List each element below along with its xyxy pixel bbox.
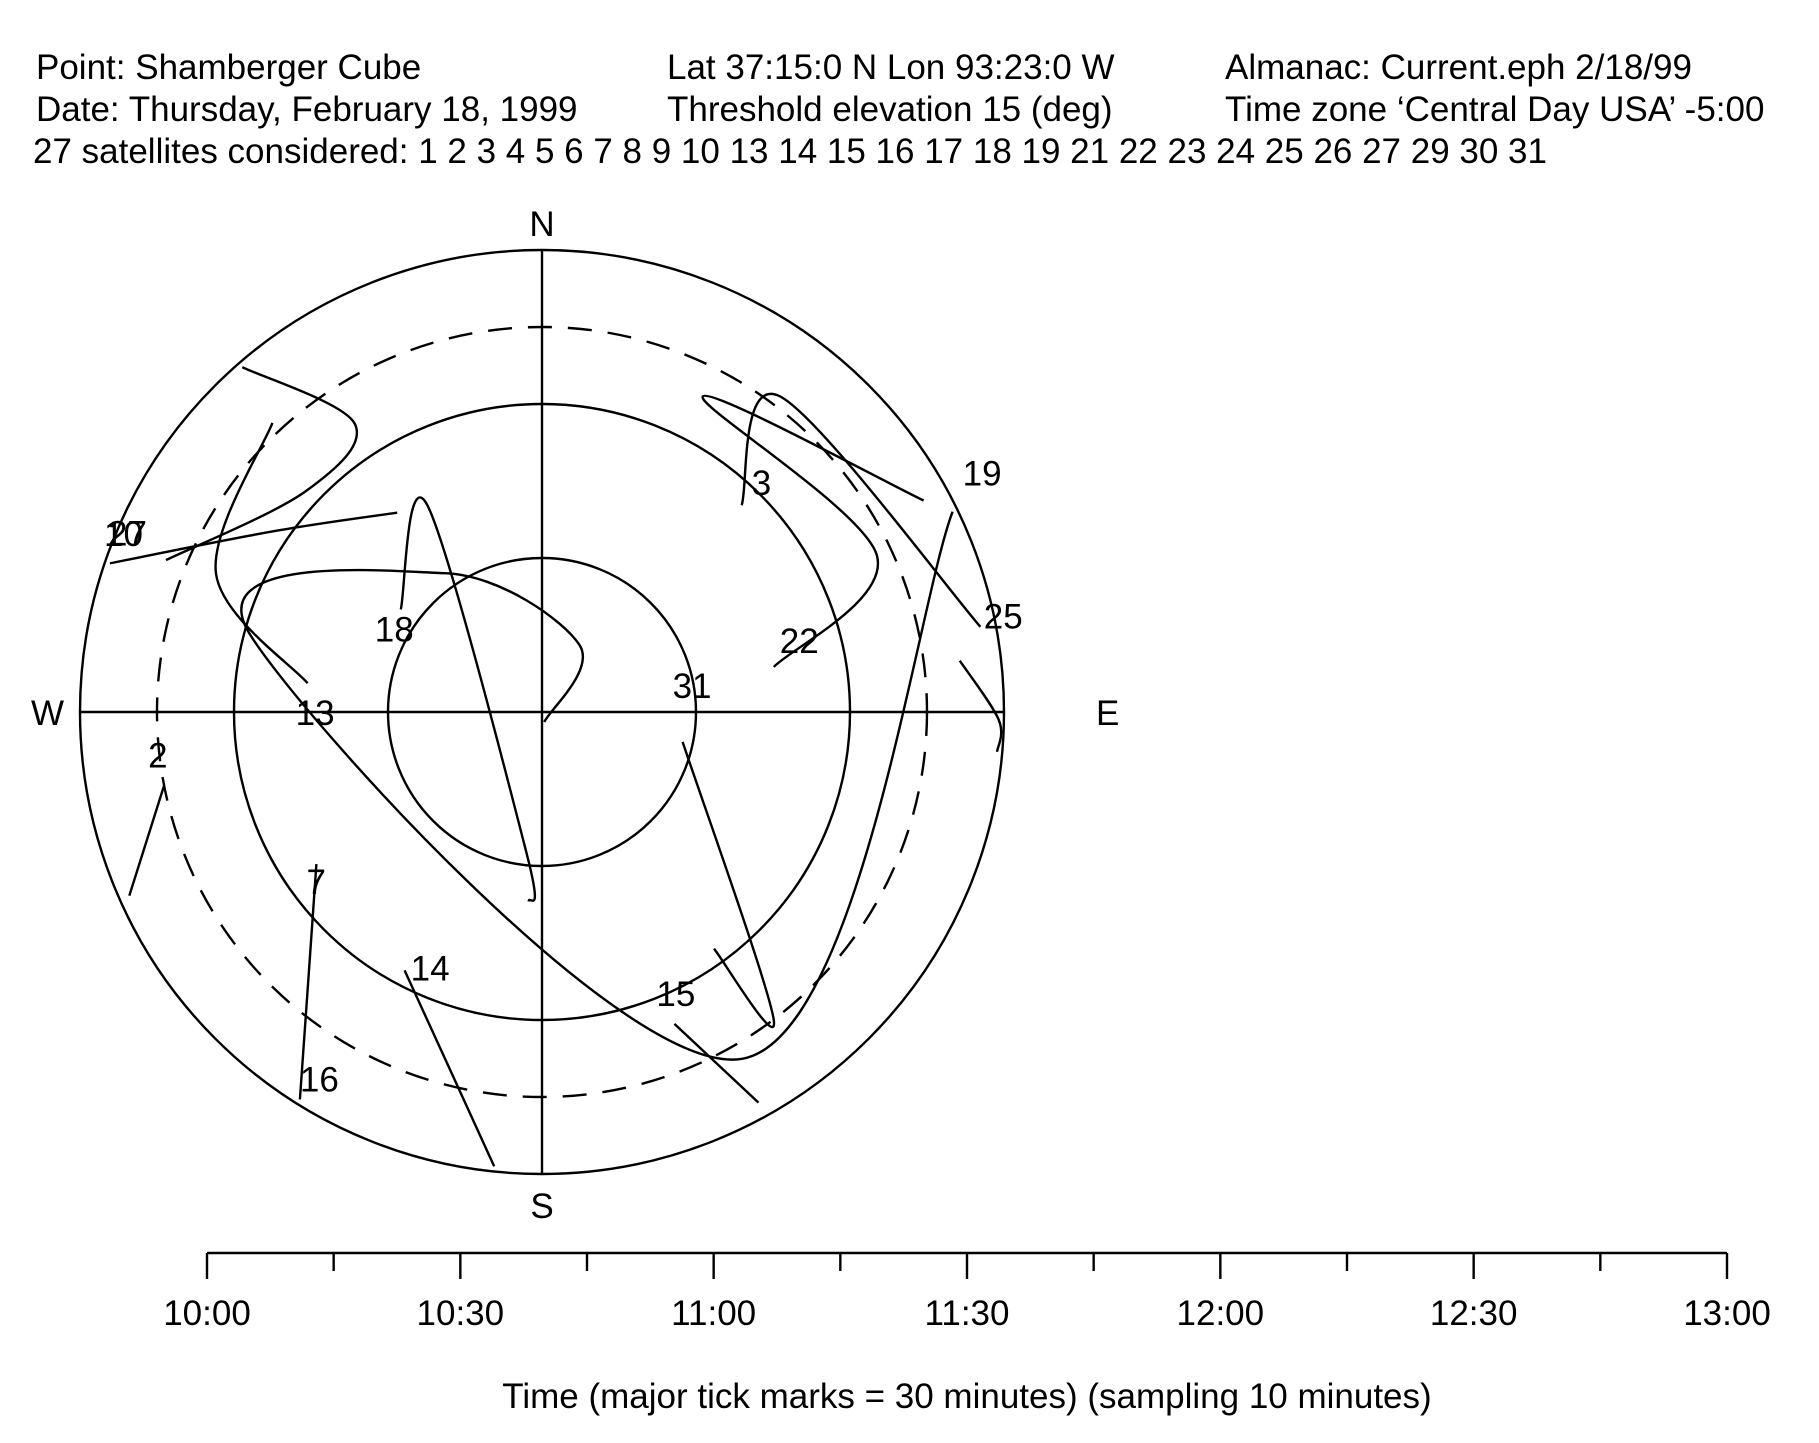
satellite-22: 22 (701, 394, 925, 668)
satellite-label-7: 7 (306, 863, 325, 902)
satellite-label-15: 15 (656, 975, 695, 1014)
compass-north: N (529, 205, 554, 244)
almanac: Almanac: Current.eph 2/18/99 (1225, 48, 1692, 87)
tick-label-1200: 12:00 (1177, 1294, 1265, 1333)
satellite-15: 15 (656, 975, 760, 1104)
satellite-19: 19 (240, 455, 1002, 1061)
tick-label-1300: 13:00 (1683, 1294, 1771, 1333)
satellite-track-2 (128, 785, 166, 897)
tick-label-1100: 11:00 (671, 1294, 756, 1333)
time-zone: Time zone ‘Central Day USA’ -5:00 (1225, 90, 1765, 129)
tick-label-1230: 12:30 (1430, 1294, 1518, 1333)
point-name: Point: Shamberger Cube (36, 48, 422, 87)
satellite-label-13: 13 (296, 694, 335, 733)
tick-label-1130: 11:30 (925, 1294, 1010, 1333)
satellite-31: 31 (673, 667, 776, 1029)
satellite-track-10 (165, 366, 358, 562)
satellite-label-25: 25 (984, 598, 1023, 637)
satellite-18: 18 (375, 496, 537, 902)
satellite-2: 2 (128, 736, 168, 897)
satellite-label-18: 18 (375, 610, 414, 649)
satellite-7: 7 (298, 863, 326, 1100)
tick-label-1000: 10:00 (163, 1294, 251, 1333)
satellite-label-14: 14 (411, 949, 450, 988)
satellite-track-19 (240, 511, 954, 1061)
satellite-track-18 (399, 496, 537, 902)
satellite-label-16: 16 (300, 1060, 339, 1099)
satellite-label-10: 10 (104, 515, 143, 554)
satellite-track-31 (681, 741, 776, 1029)
satellites-list: 27 satellites considered: 1 2 3 4 5 6 7 … (33, 132, 1547, 171)
satellite-14: 14 (403, 949, 496, 1167)
date-text: Date: Thursday, February 18, 1999 (36, 90, 578, 129)
satellite-track-14 (403, 969, 496, 1167)
compass-east: E (1096, 694, 1119, 733)
satellite-label-19: 19 (963, 455, 1002, 494)
satellite-13: 13 (214, 422, 335, 733)
satellite-track-15 (673, 1023, 760, 1104)
satellite-track-27 (109, 511, 398, 565)
satellite-track-22 (701, 394, 925, 668)
satellite-27: 27 (108, 511, 398, 565)
lat-lon: Lat 37:15:0 N Lon 93:23:0 W (667, 48, 1115, 87)
satellite-16: 16 (300, 1060, 339, 1099)
skyplot: N S E W 2 3 7 10 13 14 15 16 18 19 22 25 27 31 (31, 205, 1119, 1226)
satellite-label-27: 27 (108, 514, 147, 553)
compass-west: W (31, 694, 64, 733)
satellite-label-2: 2 (148, 736, 167, 775)
satellite-track-25 (958, 660, 1003, 753)
timeline-xlabel: Time (major tick marks = 30 minutes) (sa… (502, 1377, 1431, 1416)
satellite-label-22: 22 (780, 622, 819, 661)
satellite-3: 3 (740, 392, 982, 628)
threshold-elevation: Threshold elevation 15 (deg) (667, 90, 1113, 129)
satellite-10: 10 (104, 366, 358, 562)
satellite-label-3: 3 (752, 464, 771, 503)
compass-south: S (530, 1187, 553, 1226)
tick-label-1030: 10:30 (417, 1294, 505, 1333)
satellite-label-31: 31 (673, 667, 712, 706)
satellite-25: 25 (958, 598, 1023, 753)
satellite-track-7 (298, 864, 318, 1100)
satellite-track-3 (740, 392, 982, 628)
satellite-track-13 (214, 422, 309, 684)
timeline-axis: 10:00 10:30 11:00 11:30 12:00 12:30 13:00 Time … (163, 1251, 1771, 1416)
